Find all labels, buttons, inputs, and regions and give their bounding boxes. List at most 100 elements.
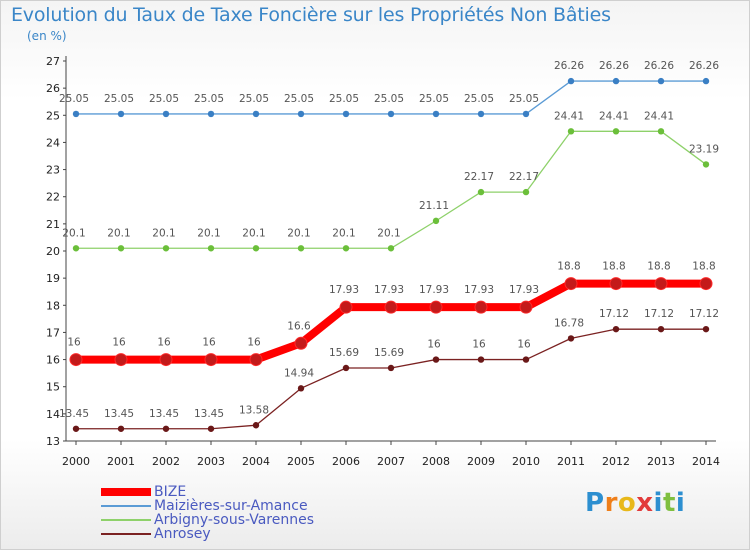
data-point: [567, 128, 575, 135]
chart-title: Evolution du Taux de Taxe Foncière sur l…: [11, 4, 611, 26]
x-tick-label: 2006: [332, 455, 360, 468]
legend: BIZE Maizières-sur-Amance Arbigny-sous-V…: [101, 485, 314, 541]
data-point: [252, 422, 260, 429]
legend-swatch: [101, 505, 151, 507]
data-point: [204, 353, 218, 367]
data-label: 13.45: [194, 408, 224, 420]
data-point: [567, 335, 575, 342]
data-point: [612, 128, 620, 135]
legend-swatch: [101, 519, 151, 521]
x-tick-label: 2011: [557, 455, 585, 468]
series-points-group: [69, 77, 713, 432]
y-tick-label: 19: [46, 272, 60, 285]
data-label: 17.12: [644, 308, 674, 320]
x-tick-label: 2007: [377, 455, 405, 468]
data-label: 16: [202, 337, 216, 349]
logo-letter: P: [585, 488, 605, 518]
x-tick-label: 2005: [287, 455, 315, 468]
data-point: [429, 300, 443, 314]
data-label: 16: [427, 339, 441, 351]
data-label: 20.1: [197, 227, 220, 239]
data-point: [702, 161, 710, 168]
legend-label: BIZE: [154, 484, 187, 500]
data-label: 18.8: [557, 261, 580, 273]
logo-letter: i: [653, 488, 663, 518]
data-label: 17.93: [509, 284, 539, 296]
data-point: [117, 245, 125, 252]
data-point: [117, 425, 125, 432]
data-label: 16.6: [287, 320, 311, 332]
x-tick-label: 2010: [512, 455, 540, 468]
logo-letter: t: [662, 488, 676, 518]
data-point: [657, 325, 665, 333]
data-label: 24.41: [554, 110, 584, 122]
data-point: [567, 77, 575, 85]
axes-group: 13 14 15 16 17 18 19 20 21 22 23 24 25 26 27 2000 2001 20…: [46, 55, 720, 468]
data-label: 25.05: [194, 93, 224, 105]
data-label: 25.05: [464, 93, 494, 105]
data-point: [522, 110, 530, 118]
data-point: [702, 325, 710, 333]
data-label: 15.69: [374, 347, 404, 359]
data-point: [117, 110, 125, 118]
y-tick-label: 27: [46, 55, 60, 68]
legend-label: Arbigny-sous-Varennes: [154, 512, 315, 528]
legend-swatch: [101, 533, 151, 535]
data-label: 25.05: [329, 93, 359, 105]
y-tick-label: 13: [46, 435, 60, 448]
data-point: [699, 277, 713, 291]
data-point: [342, 245, 350, 252]
data-point: [72, 425, 80, 432]
data-label: 16: [247, 337, 261, 349]
data-point: [654, 277, 668, 291]
data-point: [387, 364, 395, 372]
data-point: [432, 110, 440, 118]
data-label: 20.1: [242, 227, 265, 239]
data-label: 26.26: [554, 60, 584, 72]
legend-item-anrosey: Anrosey: [101, 527, 314, 541]
data-point: [297, 245, 305, 252]
data-point: [612, 77, 620, 85]
y-tick-label: 20: [46, 245, 60, 258]
data-label: 25.05: [419, 93, 449, 105]
y-tick-label: 23: [46, 164, 60, 177]
data-point: [69, 353, 83, 367]
data-point: [522, 188, 530, 196]
data-label: 25.05: [509, 93, 539, 105]
y-tick-label: 15: [46, 381, 60, 394]
y-tick-label: 16: [46, 354, 60, 367]
data-point: [249, 353, 263, 367]
data-label: 17.12: [689, 308, 719, 320]
data-label: 25.05: [374, 93, 404, 105]
data-label: 20.1: [152, 227, 175, 239]
data-label: 25.05: [59, 93, 89, 105]
data-point: [114, 353, 128, 367]
y-tick-label: 18: [46, 299, 60, 312]
data-label: 25.05: [149, 93, 179, 105]
data-label: 13.58: [239, 404, 269, 416]
data-point: [519, 300, 533, 314]
data-point: [159, 353, 173, 367]
data-label: 17.93: [464, 284, 494, 296]
data-label: 24.41: [599, 110, 629, 122]
data-point: [162, 245, 170, 252]
data-label: 20.1: [377, 227, 400, 239]
data-label: 16.78: [554, 317, 584, 329]
data-label: 20.1: [62, 227, 85, 239]
data-label: 17.12: [599, 308, 629, 320]
series-lines-group: [72, 80, 710, 430]
x-tick-label: 2000: [62, 455, 90, 468]
y-tick-label: 21: [46, 218, 60, 231]
data-label: 16: [67, 337, 81, 349]
data-point: [702, 77, 710, 85]
data-label: 26.26: [689, 60, 719, 72]
legend-item-arbigny: Arbigny-sous-Varennes: [101, 513, 314, 527]
data-label: 20.1: [332, 227, 355, 239]
data-point: [72, 110, 80, 118]
proxiti-logo: Proxiti: [585, 488, 685, 518]
y-tick-label: 22: [46, 191, 60, 204]
data-point: [522, 356, 530, 363]
data-label: 14.94: [284, 367, 314, 379]
data-point: [252, 245, 260, 252]
